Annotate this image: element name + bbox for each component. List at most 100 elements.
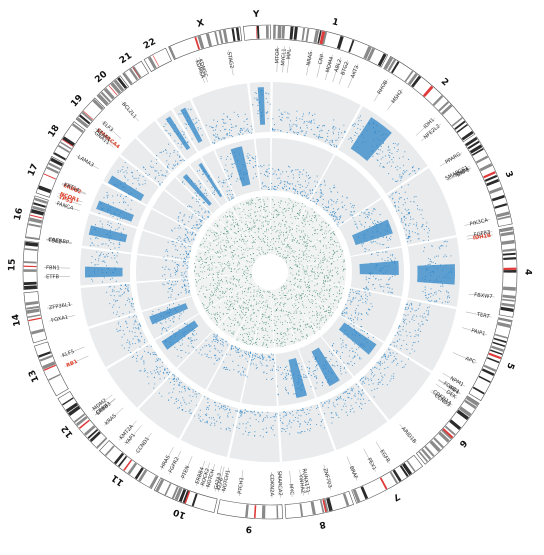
track-point	[192, 197, 194, 199]
inner-point	[247, 273, 249, 274]
inner-point	[250, 318, 252, 320]
inner-point	[305, 259, 307, 261]
track-point	[370, 274, 372, 276]
cytoband	[421, 448, 432, 460]
inner-point	[306, 253, 308, 255]
inner-point	[279, 345, 281, 347]
track-point	[168, 133, 170, 135]
track-point	[380, 221, 382, 223]
track-point	[132, 175, 134, 177]
track-point	[211, 341, 213, 343]
inner-point	[287, 322, 289, 323]
track-point	[172, 318, 174, 320]
track-point	[399, 326, 401, 328]
track-point	[143, 339, 146, 341]
track-point	[259, 435, 261, 437]
track-point	[159, 184, 161, 186]
track-point	[109, 303, 111, 305]
inner-point	[206, 238, 207, 239]
inner-point	[334, 267, 336, 269]
track-point	[324, 184, 326, 186]
track-point	[379, 361, 381, 363]
track-point	[349, 392, 351, 394]
track-point	[143, 370, 145, 372]
track-point	[250, 132, 253, 134]
inner-point	[217, 277, 219, 279]
inner-point	[300, 209, 301, 211]
track-point	[165, 123, 167, 125]
inner-point	[216, 324, 218, 326]
track-point	[379, 149, 381, 151]
track-point	[360, 313, 362, 315]
track-point	[325, 209, 327, 211]
track-point	[263, 419, 265, 421]
inner-point	[291, 239, 293, 241]
track-point	[367, 314, 369, 316]
track-point	[162, 275, 164, 277]
cytoband	[104, 445, 115, 457]
track-point	[303, 122, 305, 124]
inner-point	[318, 296, 320, 298]
track-point	[192, 238, 194, 240]
inner-point	[262, 314, 264, 316]
track-point	[247, 130, 249, 132]
track-point	[129, 344, 131, 346]
track-point	[364, 297, 367, 299]
inner-point	[294, 332, 296, 334]
inner-point	[295, 338, 297, 340]
track-point	[205, 124, 207, 126]
track-point	[354, 223, 356, 225]
track-point	[178, 113, 180, 115]
inner-point	[286, 298, 288, 300]
track-point	[379, 381, 381, 383]
inner-point	[333, 300, 335, 301]
track-background-t2	[152, 190, 205, 233]
inner-point	[237, 263, 239, 265]
inner-point	[293, 323, 295, 325]
track-point	[212, 134, 214, 136]
track-point	[361, 224, 363, 226]
track-point	[205, 339, 207, 341]
track-point	[315, 364, 318, 367]
track-point	[279, 182, 281, 185]
track-point	[124, 176, 126, 178]
track-dense-block	[96, 200, 134, 222]
track-point	[335, 145, 337, 147]
track-point	[360, 329, 362, 331]
inner-point	[291, 316, 293, 318]
track-point	[232, 163, 234, 165]
track-point	[164, 369, 166, 371]
inner-point	[234, 268, 236, 270]
inner-point	[308, 299, 309, 301]
inner-point	[197, 259, 199, 261]
cytoband	[87, 428, 99, 439]
track-point	[446, 241, 448, 243]
track-point	[360, 393, 362, 395]
track-point	[125, 321, 127, 323]
track-point	[333, 125, 335, 127]
track-point	[273, 187, 275, 189]
track-point	[306, 409, 308, 411]
chromosome-3-ideogram	[464, 136, 513, 227]
track-point	[275, 189, 277, 191]
track-point	[352, 407, 354, 409]
track-point	[133, 177, 135, 179]
track-point	[155, 155, 158, 157]
inner-point	[237, 338, 239, 340]
track-point	[292, 174, 294, 176]
inner-point	[290, 341, 292, 342]
inner-point	[318, 265, 320, 267]
track-point	[359, 128, 361, 130]
track-point	[218, 357, 220, 359]
track-point	[305, 413, 307, 416]
track-point	[171, 241, 173, 243]
inner-point	[236, 293, 238, 295]
track-point	[145, 168, 147, 170]
track-point	[307, 197, 309, 199]
track-point	[141, 357, 143, 359]
inner-point	[282, 285, 284, 287]
inner-point	[337, 273, 339, 275]
track-point	[309, 418, 311, 420]
track-point	[229, 430, 231, 432]
inner-point	[201, 271, 203, 273]
